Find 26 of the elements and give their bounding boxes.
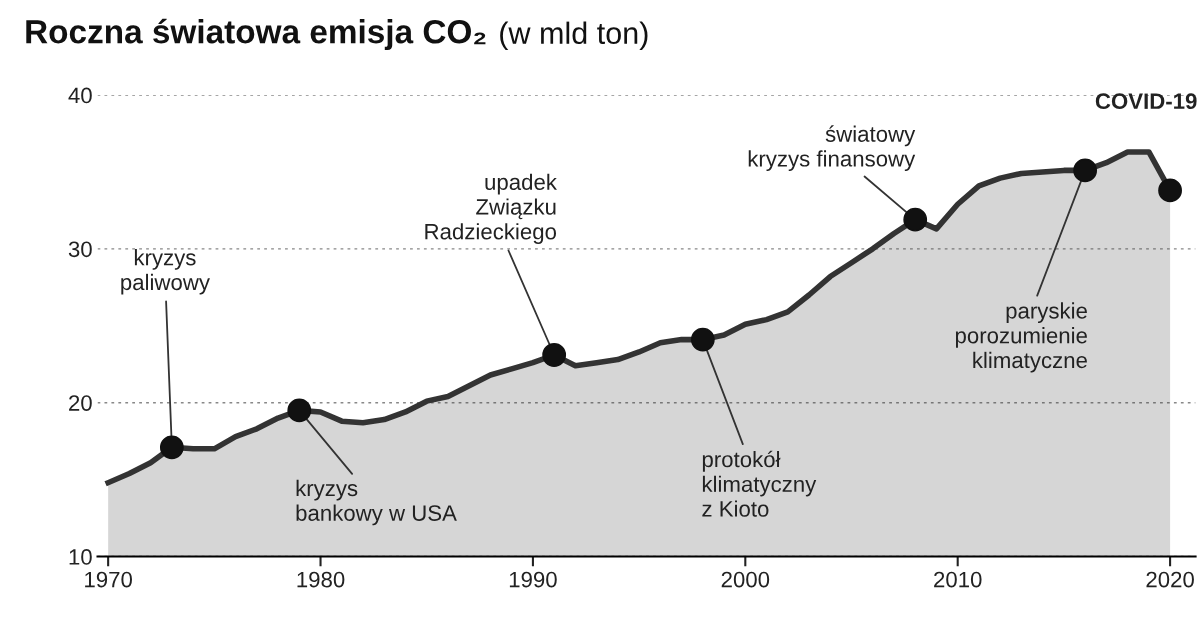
annotation: protokół klimatyczny z Kioto (702, 450, 817, 517)
annotation: kryzys paliwowy (121, 249, 210, 295)
x-tick-label: 2020 (1146, 571, 1194, 588)
y-tick-label: 40 (68, 87, 92, 104)
y-tick-label: 20 (69, 395, 92, 411)
point (1073, 158, 1098, 183)
point (287, 398, 312, 423)
x-tick-label: 2010 (934, 571, 982, 588)
y-tick-label: 30 (68, 241, 92, 258)
chart-title: Roczna światowa emisja CO₂ (26, 18, 486, 51)
x-tick-label: 1970 (85, 571, 132, 588)
point (903, 207, 928, 232)
point (159, 435, 184, 460)
annotation: COVID-19 (1095, 93, 1197, 110)
chart-subtitle: (w mld ton) (500, 21, 648, 51)
y-tick-label: 10 (69, 549, 92, 565)
point (1158, 178, 1182, 203)
annotation: kryzys bankowy w USA (296, 479, 457, 526)
x-tick-label: 1980 (297, 571, 345, 588)
x-tick-label: 2000 (721, 571, 770, 588)
x-tick-label: 1990 (509, 571, 557, 588)
annotation: paryskie porozumienie klimatyczne (955, 302, 1087, 373)
annotation: światowy kryzys finansowy (748, 125, 916, 172)
point (542, 343, 567, 367)
point (690, 327, 715, 352)
annotation: upadek Związku Radzieckiego (425, 173, 557, 244)
